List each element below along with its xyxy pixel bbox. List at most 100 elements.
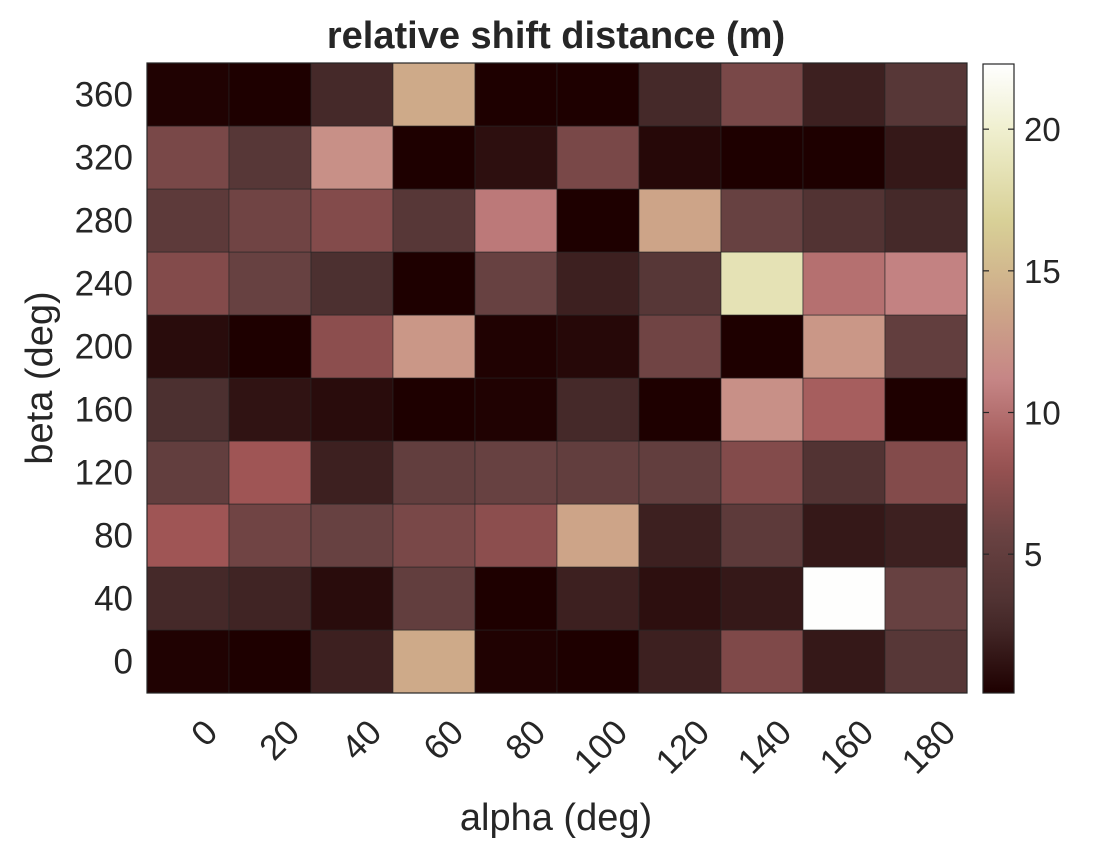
heatmap-cell [228, 251, 312, 316]
heatmap-cell [884, 125, 968, 190]
heatmap-cell [228, 440, 312, 505]
heatmap-cell [802, 566, 886, 631]
heatmap-cell [802, 62, 886, 127]
heatmap-cell [310, 629, 394, 694]
heatmap-cell [310, 251, 394, 316]
heatmap-cell [392, 314, 476, 379]
heatmap-cell [556, 251, 640, 316]
x-tick-label: 180 [894, 713, 963, 782]
heatmap-cell [884, 503, 968, 568]
heatmap-cell [228, 314, 312, 379]
heatmap-cell [392, 440, 476, 505]
heatmap-cells [146, 62, 968, 694]
y-axis-label: beta (deg) [19, 291, 61, 464]
heatmap-cell [638, 125, 722, 190]
x-tick-labels: 0 20 40 60 80 100 120 140 160 180 [184, 713, 963, 782]
x-tick-label: 120 [648, 713, 717, 782]
heatmap-cell [310, 440, 394, 505]
y-tick-label: 360 [75, 76, 133, 115]
heatmap-cell [638, 566, 722, 631]
heatmap-cell [474, 377, 558, 442]
heatmap-cell [392, 188, 476, 253]
x-tick-label: 40 [334, 713, 389, 768]
heatmap-cell [474, 125, 558, 190]
heatmap-cell [146, 251, 230, 316]
heatmap-cell [802, 125, 886, 190]
y-tick-label: 120 [75, 454, 133, 493]
heatmap-cell [802, 314, 886, 379]
heatmap-cell [556, 62, 640, 127]
colorbar-tick-label: 15 [1024, 253, 1061, 290]
heatmap-cell [474, 188, 558, 253]
heatmap-cell [310, 503, 394, 568]
heatmap-cell [802, 440, 886, 505]
heatmap-cell [802, 251, 886, 316]
heatmap-cell [638, 62, 722, 127]
heatmap-cell [310, 125, 394, 190]
heatmap-cell [720, 62, 804, 127]
y-tick-label: 200 [75, 328, 133, 367]
heatmap-cell [884, 188, 968, 253]
heatmap-cell [146, 125, 230, 190]
heatmap-cell [638, 377, 722, 442]
x-tick-label: 80 [498, 713, 553, 768]
heatmap-cell [638, 188, 722, 253]
heatmap-cell [884, 62, 968, 127]
heatmap-cell [802, 503, 886, 568]
heatmap-cell [802, 377, 886, 442]
y-tick-label: 240 [75, 265, 133, 304]
heatmap-cell [474, 503, 558, 568]
y-tick-label: 40 [94, 580, 133, 619]
colorbar-gradient [982, 63, 1015, 694]
heatmap-cell [392, 503, 476, 568]
heatmap-cell [474, 251, 558, 316]
heatmap-cell [392, 377, 476, 442]
y-tick-label: 280 [75, 202, 133, 241]
heatmap-cell [228, 377, 312, 442]
heatmap-cell [474, 62, 558, 127]
heatmap-cell [228, 188, 312, 253]
heatmap-cell [720, 251, 804, 316]
heatmap-cell [474, 629, 558, 694]
heatmap-cell [720, 629, 804, 694]
heatmap-cell [884, 629, 968, 694]
heatmap-cell [884, 440, 968, 505]
heatmap-cell [720, 188, 804, 253]
x-tick-label: 60 [416, 713, 471, 768]
heatmap-cell [392, 251, 476, 316]
y-tick-label: 0 [114, 643, 133, 682]
heatmap-cell [720, 125, 804, 190]
heatmap-cell [228, 503, 312, 568]
x-tick-label: 140 [730, 713, 799, 782]
heatmap-cell [310, 62, 394, 127]
heatmap-cell [802, 188, 886, 253]
heatmap-cell [146, 377, 230, 442]
heatmap-cell [474, 314, 558, 379]
heatmap-cell [146, 188, 230, 253]
x-tick-label: 20 [252, 713, 307, 768]
heatmap-cell [720, 503, 804, 568]
heatmap-cell [556, 629, 640, 694]
heatmap-cell [228, 566, 312, 631]
heatmap-cell [884, 566, 968, 631]
heatmap-cell [146, 566, 230, 631]
heatmap-cell [228, 629, 312, 694]
y-tick-label: 80 [94, 517, 133, 556]
heatmap-cell [638, 629, 722, 694]
heatmap-cell [310, 188, 394, 253]
heatmap-cell [310, 566, 394, 631]
x-tick-label: 160 [812, 713, 881, 782]
heatmap-cell [720, 566, 804, 631]
heatmap-cell [720, 440, 804, 505]
y-tick-label: 160 [75, 391, 133, 430]
heatmap-cell [146, 629, 230, 694]
heatmap-cell [802, 629, 886, 694]
heatmap-cell [392, 62, 476, 127]
y-tick-label: 320 [75, 139, 133, 178]
heatmap-cell [228, 125, 312, 190]
heatmap-cell [392, 629, 476, 694]
heatmap-cell [392, 566, 476, 631]
heatmap-cell [310, 377, 394, 442]
